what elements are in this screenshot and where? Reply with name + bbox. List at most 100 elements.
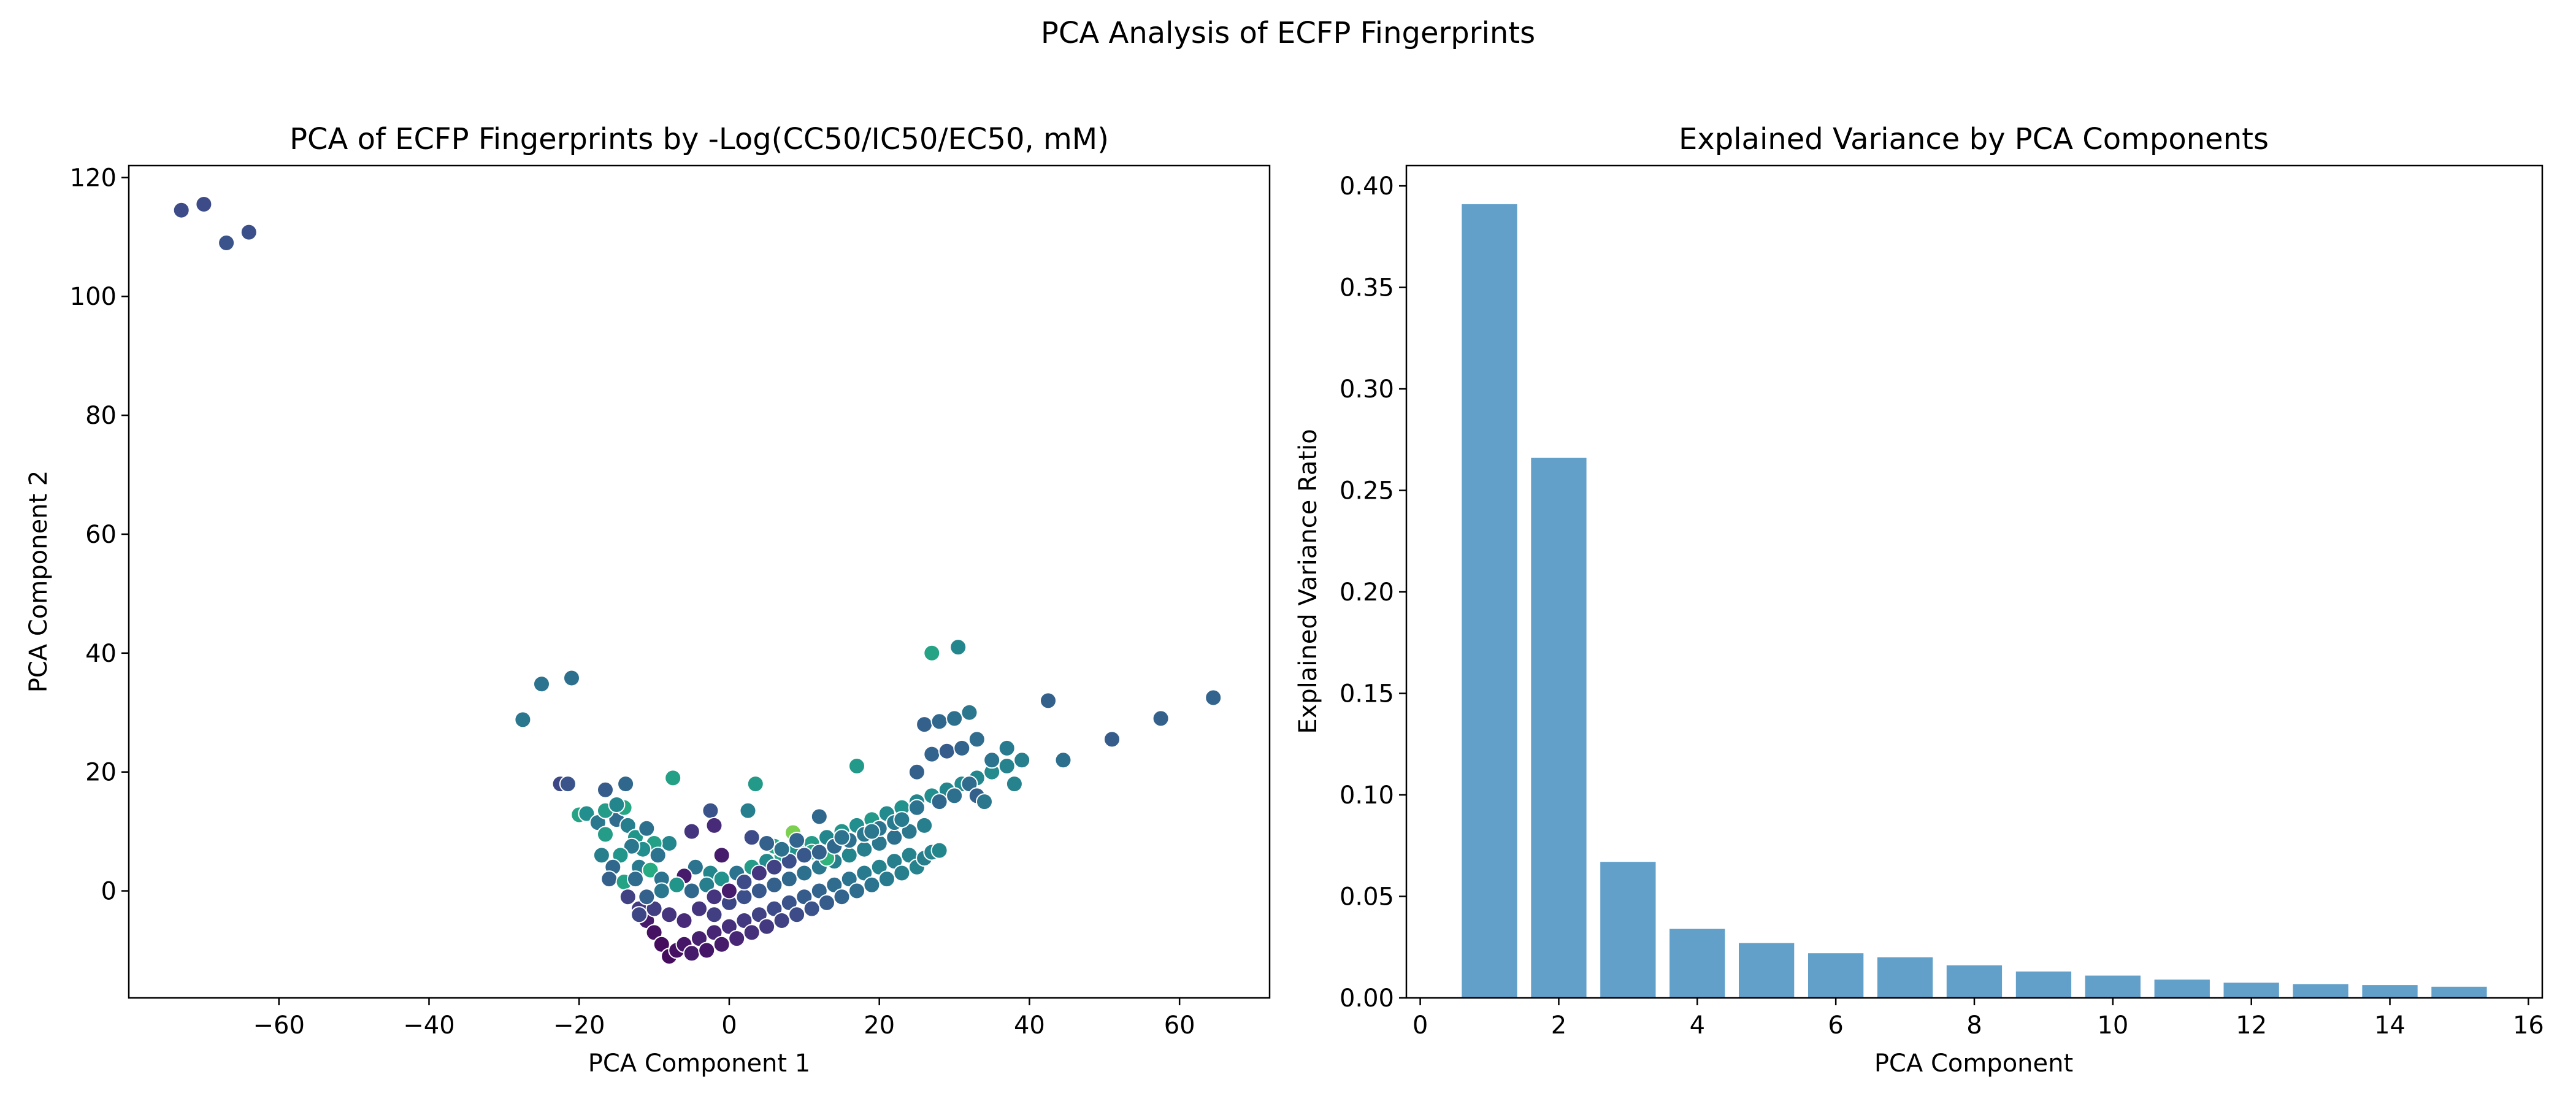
scatter-point — [750, 864, 768, 882]
bar-y-tick-label: 0.20 — [1340, 578, 1394, 607]
scatter-point — [743, 829, 761, 846]
scatter-point — [946, 787, 964, 805]
scatter-title: PCA of ECFP Fingerprints by -Log(CC50/IC… — [289, 122, 1109, 156]
scatter-x-tick-label: −20 — [553, 1011, 605, 1040]
scatter-point — [1152, 710, 1170, 727]
scatter-point — [953, 739, 971, 757]
scatter-point — [916, 716, 933, 734]
scatter-point — [653, 882, 670, 900]
scatter-point — [649, 846, 667, 864]
scatter-point — [833, 829, 851, 846]
scatter-point — [592, 846, 610, 864]
scatter-x-tick-label: −60 — [253, 1011, 305, 1040]
scatter-y-tick-label: 80 — [85, 402, 117, 430]
scatter-point — [968, 730, 986, 748]
scatter-point — [746, 775, 764, 793]
scatter-y-ticks: 0 20 40 60 80 100 120 — [70, 164, 129, 906]
scatter-point — [758, 835, 776, 852]
scatter-point — [705, 906, 723, 924]
scatter-point — [803, 900, 821, 918]
scatter-axes: PCA of ECFP Fingerprints by -Log(CC50/IC… — [25, 122, 1271, 1078]
scatter-point — [840, 846, 858, 864]
bar-y-tick-label: 0.00 — [1340, 984, 1394, 1013]
scatter-point — [743, 924, 761, 941]
scatter-point — [949, 638, 967, 656]
bar-x-tick-label: 0 — [1413, 1011, 1428, 1040]
scatter-point — [780, 870, 798, 888]
scatter-points — [172, 196, 1222, 965]
bar-y-tick-label: 0.05 — [1340, 883, 1394, 911]
bar-component-13 — [2293, 984, 2348, 998]
scatter-point — [702, 802, 719, 819]
scatter-point — [856, 840, 873, 858]
scatter-point — [848, 757, 865, 775]
scatter-point — [683, 822, 700, 840]
bar-component-7 — [1877, 957, 1933, 998]
scatter-point — [195, 196, 213, 213]
bar-component-12 — [2223, 983, 2279, 998]
scatter-point — [765, 858, 783, 876]
bar-x-tick-label: 16 — [2513, 1011, 2544, 1040]
bar-x-tick-label: 4 — [1690, 1011, 1705, 1040]
bar-component-9 — [2015, 972, 2072, 998]
scatter-point — [668, 876, 686, 894]
scatter-point — [623, 837, 640, 855]
bar-component-3 — [1600, 862, 1656, 998]
bar-component-10 — [2085, 975, 2141, 998]
scatter-point — [683, 945, 700, 962]
scatter-point — [705, 888, 723, 906]
scatter-point — [893, 811, 911, 829]
scatter-point — [930, 793, 948, 811]
scatter-point — [608, 796, 626, 813]
scatter-point — [691, 900, 708, 918]
scatter-point — [1054, 751, 1072, 769]
bar-x-tick-label: 14 — [2374, 1011, 2405, 1040]
scatter-frame — [128, 164, 1271, 999]
bar-component-6 — [1808, 953, 1864, 998]
scatter-point — [765, 876, 783, 894]
scatter-point — [675, 912, 693, 929]
scatter-point — [878, 870, 895, 888]
scatter-point — [514, 711, 532, 729]
scatter-point — [758, 918, 776, 935]
scatter-point — [1013, 751, 1031, 769]
scatter-point — [686, 858, 704, 876]
scatter-point — [600, 870, 618, 888]
scatter-point — [172, 201, 190, 219]
bar-component-14 — [2362, 985, 2418, 998]
bar-component-4 — [1669, 929, 1725, 998]
scatter-point — [664, 769, 682, 787]
scatter-y-tick-label: 120 — [70, 164, 117, 192]
scatter-point — [642, 861, 659, 879]
figure-suptitle: PCA Analysis of ECFP Fingerprints — [1041, 16, 1535, 50]
scatter-point — [863, 876, 881, 894]
scatter-point — [983, 751, 1001, 769]
scatter-point — [833, 888, 851, 906]
scatter-point — [923, 745, 941, 763]
bar-component-5 — [1739, 943, 1795, 998]
scatter-point — [788, 906, 806, 924]
bar-component-1 — [1462, 204, 1517, 998]
scatter-point — [908, 763, 926, 781]
bar-y-ticks: 0.00 0.05 0.10 0.15 0.20 0.25 0.30 0.35 0.40 — [1340, 172, 1406, 1013]
scatter-point — [597, 826, 614, 843]
scatter-point — [631, 906, 648, 924]
scatter-point — [795, 864, 813, 882]
scatter-x-tick-label: 0 — [721, 1011, 737, 1040]
scatter-y-tick-label: 0 — [101, 878, 117, 906]
bar-component-15 — [2431, 986, 2487, 998]
scatter-point — [938, 742, 956, 760]
scatter-point — [750, 882, 768, 900]
scatter-y-tick-label: 20 — [85, 759, 117, 787]
scatter-point — [578, 805, 596, 822]
scatter-x-tick-label: 60 — [1164, 1011, 1195, 1040]
scatter-point — [627, 870, 644, 888]
scatter-y-tick-label: 100 — [70, 283, 117, 311]
scatter-point — [848, 882, 865, 900]
scatter-point — [559, 775, 577, 793]
scatter-point — [998, 739, 1016, 757]
scatter-point — [930, 713, 948, 730]
bar-x-tick-label: 8 — [1966, 1011, 1982, 1040]
scatter-y-tick-label: 60 — [85, 521, 117, 549]
bar-x-label: PCA Component — [1874, 1049, 2073, 1078]
